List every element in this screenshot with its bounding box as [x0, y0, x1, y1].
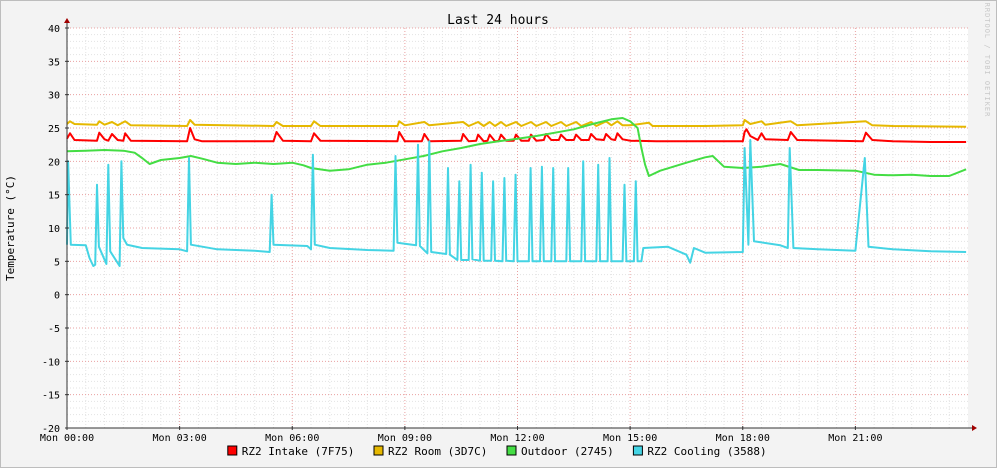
- axes: [64, 18, 977, 431]
- y-tick-label: 15: [48, 191, 60, 202]
- x-tick-label: Mon 09:00: [378, 433, 432, 444]
- legend-swatch: [373, 445, 384, 456]
- y-tick-label: -5: [48, 324, 60, 335]
- x-tick-label: Mon 21:00: [828, 433, 882, 444]
- series-layer: [66, 117, 967, 267]
- rrdtool-watermark: RRDTOOL / TOBI OETIKER: [983, 3, 991, 118]
- y-tick-label: 5: [54, 257, 60, 268]
- legend-label: RZ2 Intake (7F75): [242, 445, 355, 458]
- x-tick-label: Mon 06:00: [265, 433, 319, 444]
- legend-item-1: RZ2 Room (3D7C): [373, 445, 487, 458]
- x-tick-label: Mon 18:00: [716, 433, 770, 444]
- legend-swatch: [227, 445, 238, 456]
- y-tick-label: 25: [48, 124, 60, 135]
- y-tick-label: -15: [42, 391, 60, 402]
- x-tick-label: Mon 03:00: [153, 433, 207, 444]
- legend-item-3: RZ2 Cooling (3588): [632, 445, 767, 458]
- y-axis-arrow: [64, 18, 70, 23]
- y-tick-labels: 40 35 30 25 20 15 10 5 0 -5 -10 -15 -20: [42, 24, 60, 435]
- x-tick-labels: Mon 00:00 Mon 03:00 Mon 06:00 Mon 09:00 Mon …: [40, 433, 883, 444]
- y-tick-label: 20: [48, 157, 60, 168]
- legend-label: RZ2 Cooling (3588): [647, 445, 766, 458]
- legend-label: RZ2 Room (3D7C): [388, 445, 487, 458]
- y-tick-label: -10: [42, 357, 60, 368]
- x-axis-arrow: [972, 425, 977, 431]
- legend-item-0: RZ2 Intake (7F75): [227, 445, 355, 458]
- y-tick-label: 40: [48, 24, 60, 35]
- legend-item-2: Outdoor (2745): [506, 445, 614, 458]
- y-tick-label: -20: [42, 424, 60, 435]
- legend: RZ2 Intake (7F75) RZ2 Room (3D7C) Outdoor …: [227, 445, 767, 458]
- legend-swatch: [506, 445, 517, 456]
- x-tick-label: Mon 00:00: [40, 433, 94, 444]
- series-line-3: [66, 139, 967, 267]
- y-axis-label: Temperature (°C): [4, 175, 17, 281]
- chart-title: Last 24 hours: [447, 13, 549, 28]
- x-tick-label: Mon 12:00: [490, 433, 544, 444]
- y-tick-label: 10: [48, 224, 60, 235]
- series-line-2: [66, 117, 967, 177]
- y-tick-label: 35: [48, 57, 60, 68]
- y-tick-label: 0: [54, 291, 60, 302]
- legend-label: Outdoor (2745): [521, 445, 614, 458]
- series-line-1: [66, 119, 967, 128]
- y-tick-label: 30: [48, 91, 60, 102]
- x-tick-label: Mon 15:00: [603, 433, 657, 444]
- legend-swatch: [632, 445, 643, 456]
